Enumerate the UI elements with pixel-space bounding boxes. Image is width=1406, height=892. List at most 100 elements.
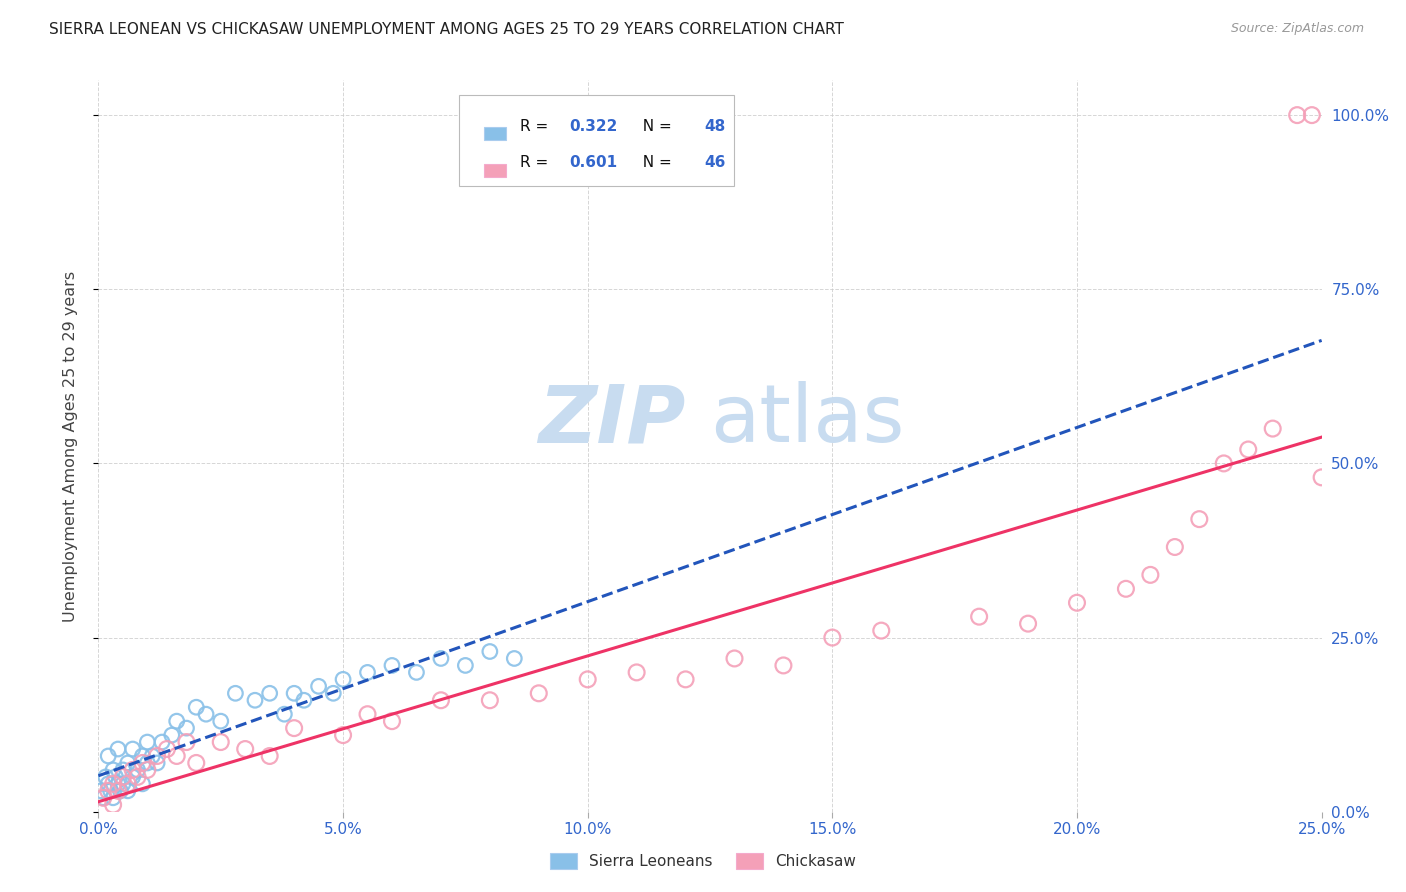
- Legend: Sierra Leoneans, Chickasaw: Sierra Leoneans, Chickasaw: [544, 847, 862, 875]
- Point: [176, 721, 198, 735]
- Point: [259, 686, 281, 700]
- Point: [146, 749, 169, 764]
- Point: [723, 651, 745, 665]
- Point: [121, 742, 143, 756]
- Point: [101, 777, 124, 791]
- Point: [381, 658, 404, 673]
- Point: [772, 658, 794, 673]
- Point: [967, 609, 990, 624]
- FancyBboxPatch shape: [484, 163, 506, 177]
- Point: [97, 784, 120, 798]
- Point: [356, 707, 378, 722]
- Point: [1310, 470, 1333, 484]
- Point: [104, 770, 127, 784]
- Point: [186, 756, 208, 770]
- Point: [405, 665, 427, 680]
- Point: [209, 714, 232, 728]
- Point: [576, 673, 599, 687]
- Point: [186, 700, 208, 714]
- Point: [121, 763, 143, 777]
- Point: [111, 763, 134, 777]
- Point: [107, 784, 129, 798]
- Text: N =: N =: [633, 155, 676, 170]
- Point: [117, 777, 139, 791]
- Point: [160, 728, 183, 742]
- Point: [127, 770, 149, 784]
- Point: [454, 658, 477, 673]
- Point: [100, 784, 122, 798]
- FancyBboxPatch shape: [460, 95, 734, 186]
- Point: [91, 790, 114, 805]
- Point: [1212, 457, 1234, 471]
- Text: 46: 46: [704, 155, 725, 170]
- Text: 0.601: 0.601: [569, 155, 617, 170]
- Point: [111, 777, 134, 791]
- Point: [322, 686, 344, 700]
- Point: [283, 721, 305, 735]
- Point: [675, 673, 697, 687]
- Point: [332, 728, 354, 742]
- Text: N =: N =: [633, 119, 676, 134]
- Text: 48: 48: [704, 119, 725, 134]
- Point: [356, 665, 378, 680]
- Point: [101, 790, 124, 805]
- Point: [90, 784, 112, 798]
- Point: [233, 742, 256, 756]
- Point: [101, 797, 124, 812]
- Text: R =: R =: [520, 119, 554, 134]
- Point: [127, 763, 149, 777]
- Text: Source: ZipAtlas.com: Source: ZipAtlas.com: [1230, 22, 1364, 36]
- Point: [478, 644, 501, 658]
- Point: [195, 707, 218, 722]
- Point: [136, 735, 159, 749]
- Point: [156, 742, 179, 756]
- Point: [166, 714, 188, 728]
- Point: [478, 693, 501, 707]
- Point: [150, 735, 173, 749]
- Point: [308, 679, 330, 693]
- Point: [1261, 421, 1284, 435]
- Point: [259, 749, 281, 764]
- Point: [1017, 616, 1039, 631]
- Point: [292, 693, 315, 707]
- Point: [626, 665, 648, 680]
- Point: [97, 777, 120, 791]
- Point: [107, 777, 129, 791]
- Point: [503, 651, 526, 665]
- Text: ZIP: ZIP: [538, 382, 686, 459]
- Point: [136, 763, 159, 777]
- Text: atlas: atlas: [710, 382, 904, 459]
- Point: [166, 749, 188, 764]
- Point: [224, 686, 246, 700]
- Point: [870, 624, 893, 638]
- Point: [131, 777, 153, 791]
- Point: [527, 686, 550, 700]
- Point: [273, 707, 295, 722]
- Point: [1237, 442, 1260, 457]
- Y-axis label: Unemployment Among Ages 25 to 29 years: Unemployment Among Ages 25 to 29 years: [63, 270, 77, 622]
- Point: [243, 693, 266, 707]
- Point: [430, 693, 453, 707]
- FancyBboxPatch shape: [484, 127, 506, 140]
- Point: [821, 631, 844, 645]
- Text: R =: R =: [520, 155, 554, 170]
- Point: [97, 749, 120, 764]
- Point: [1115, 582, 1137, 596]
- Point: [1188, 512, 1211, 526]
- Point: [136, 756, 159, 770]
- Point: [107, 742, 129, 756]
- Point: [283, 686, 305, 700]
- Point: [141, 749, 163, 764]
- Point: [91, 790, 114, 805]
- Point: [176, 735, 198, 749]
- Point: [111, 770, 134, 784]
- Point: [1066, 596, 1088, 610]
- Point: [1139, 567, 1161, 582]
- Point: [131, 756, 153, 770]
- Point: [146, 756, 169, 770]
- Text: 0.322: 0.322: [569, 119, 617, 134]
- Point: [117, 784, 139, 798]
- Point: [209, 735, 232, 749]
- Point: [101, 763, 124, 777]
- Point: [131, 749, 153, 764]
